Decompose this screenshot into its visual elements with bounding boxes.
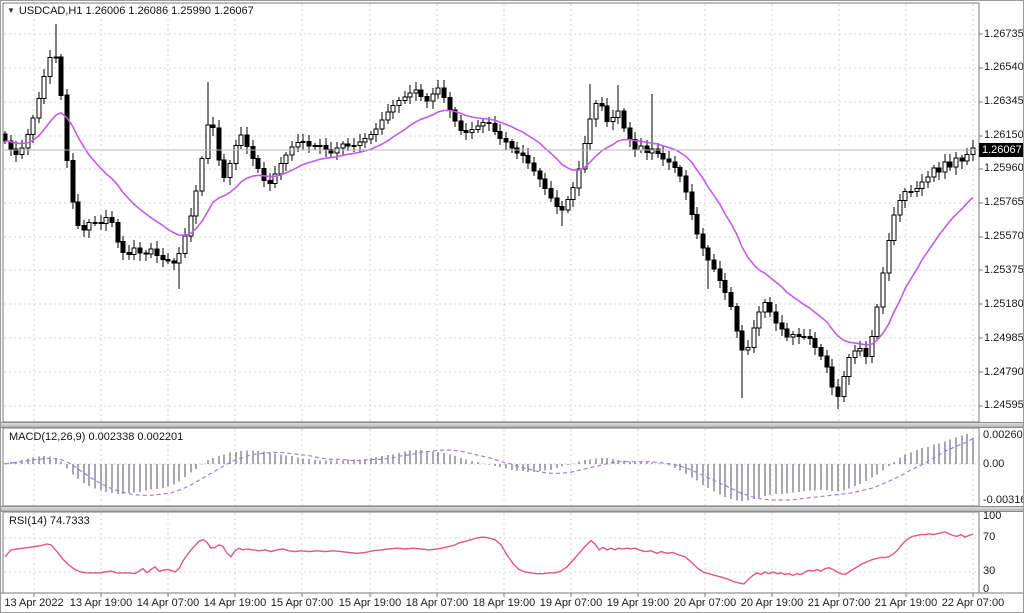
time-axis-label: 14 Apr 07:00 [136, 597, 200, 609]
time-axis-label: 18 Apr 19:00 [472, 597, 536, 609]
time-axis-label: 20 Apr 07:00 [673, 597, 737, 609]
price-axis-label: 1.25765 [984, 196, 1024, 208]
rsi-axis-label: 30 [983, 565, 996, 577]
time-axis-label: 13 Apr 19:00 [69, 597, 133, 609]
price-axis-label: 1.26345 [984, 95, 1024, 107]
price-axis-label: 1.26540 [984, 61, 1024, 73]
price-axis-label: 1.25375 [984, 264, 1024, 276]
time-axis-label: 13 Apr 2022 [4, 597, 64, 609]
rsi-axis-label: 0 [983, 583, 990, 595]
time-axis-label: 18 Apr 07:00 [405, 597, 469, 609]
price-axis-label: 1.24790 [984, 366, 1024, 378]
symbol-dropdown-icon[interactable]: ▼ [7, 6, 15, 15]
macd-axis-label: 0.00 [983, 458, 1005, 470]
price-axis-label: 1.25960 [984, 162, 1024, 174]
time-axis-label: 22 Apr 07:00 [941, 597, 1005, 609]
time-axis-label: 19 Apr 19:00 [606, 597, 670, 609]
time-axis-label: 15 Apr 07:00 [270, 597, 334, 609]
price-axis-label: 1.26150 [984, 129, 1024, 141]
rsi-axis-label: 70 [983, 531, 996, 543]
chart-title-bar: ▼ USDCAD,H1 1.26006 1.26086 1.25990 1.260… [7, 5, 254, 17]
price-axis-label: 1.25570 [984, 230, 1024, 242]
panel-splitter-macd[interactable] [1, 422, 1023, 428]
price-axis-label: 1.24595 [984, 399, 1024, 411]
panel-splitter-rsi[interactable] [1, 506, 1023, 512]
price-axis-label: 1.25180 [984, 298, 1024, 310]
price-axis-label: 1.26735 [984, 28, 1024, 40]
time-axis-label: 14 Apr 19:00 [203, 597, 267, 609]
time-axis-label: 21 Apr 07:00 [807, 597, 871, 609]
macd-axis-label: -0.003162 [983, 494, 1023, 506]
rsi-indicator-label: RSI(14) 74.7333 [9, 515, 90, 527]
chart-title: USDCAD,H1 1.26006 1.26086 1.25990 1.2606… [18, 5, 254, 17]
price-axis-label: 1.24985 [984, 332, 1024, 344]
macd-axis-label: 0.002603 [983, 429, 1023, 441]
macd-indicator-label: MACD(12,26,9) 0.002338 0.002201 [9, 431, 184, 443]
current-price-tag: 1.26067 [979, 143, 1023, 157]
time-axis-label: 20 Apr 19:00 [740, 597, 804, 609]
time-axis-label: 19 Apr 07:00 [539, 597, 603, 609]
time-axis-label: 21 Apr 19:00 [874, 597, 938, 609]
time-axis-label: 15 Apr 19:00 [338, 597, 402, 609]
rsi-axis-label: 100 [983, 510, 1002, 522]
